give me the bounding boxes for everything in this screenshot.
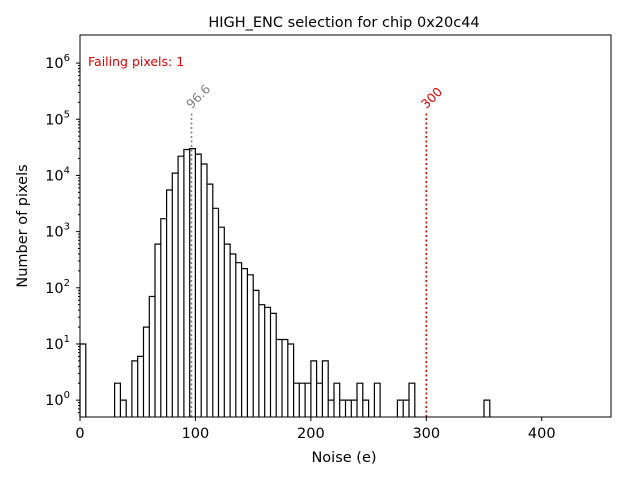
y-tick-label: 105 [45,109,70,128]
x-axis-label: Noise (e) [311,450,376,466]
failing-pixels-text: Failing pixels: 1 [88,54,184,69]
x-tick-label: 300 [412,426,440,442]
threshold-marker-label: 300 [418,84,446,112]
histogram-step-line [79,148,491,417]
y-tick-label: 101 [45,334,70,353]
x-tick-label: 100 [182,426,210,442]
y-tick-label: 102 [45,278,70,297]
x-tick-label: 200 [297,426,325,442]
y-tick-label: 106 [45,53,70,72]
y-tick-label: 103 [45,222,70,241]
x-tick-label: 0 [75,426,84,442]
y-axis-label: Number of pixels [15,164,31,287]
plot-frame [79,34,612,418]
peak-marker-label: 96.6 [183,81,213,111]
y-tick-label: 100 [45,390,70,409]
y-tick-label: 104 [45,165,70,184]
chart-title: HIGH_ENC selection for chip 0x20c44 [208,15,479,31]
y-axis: 100 101 102 103 104 105 106 [45,53,80,414]
x-axis: 0 100 200 300 400 [75,417,556,442]
plot-area: 96.6 300 Failing pixels: 1 [79,34,612,418]
x-tick-label: 400 [528,426,556,442]
